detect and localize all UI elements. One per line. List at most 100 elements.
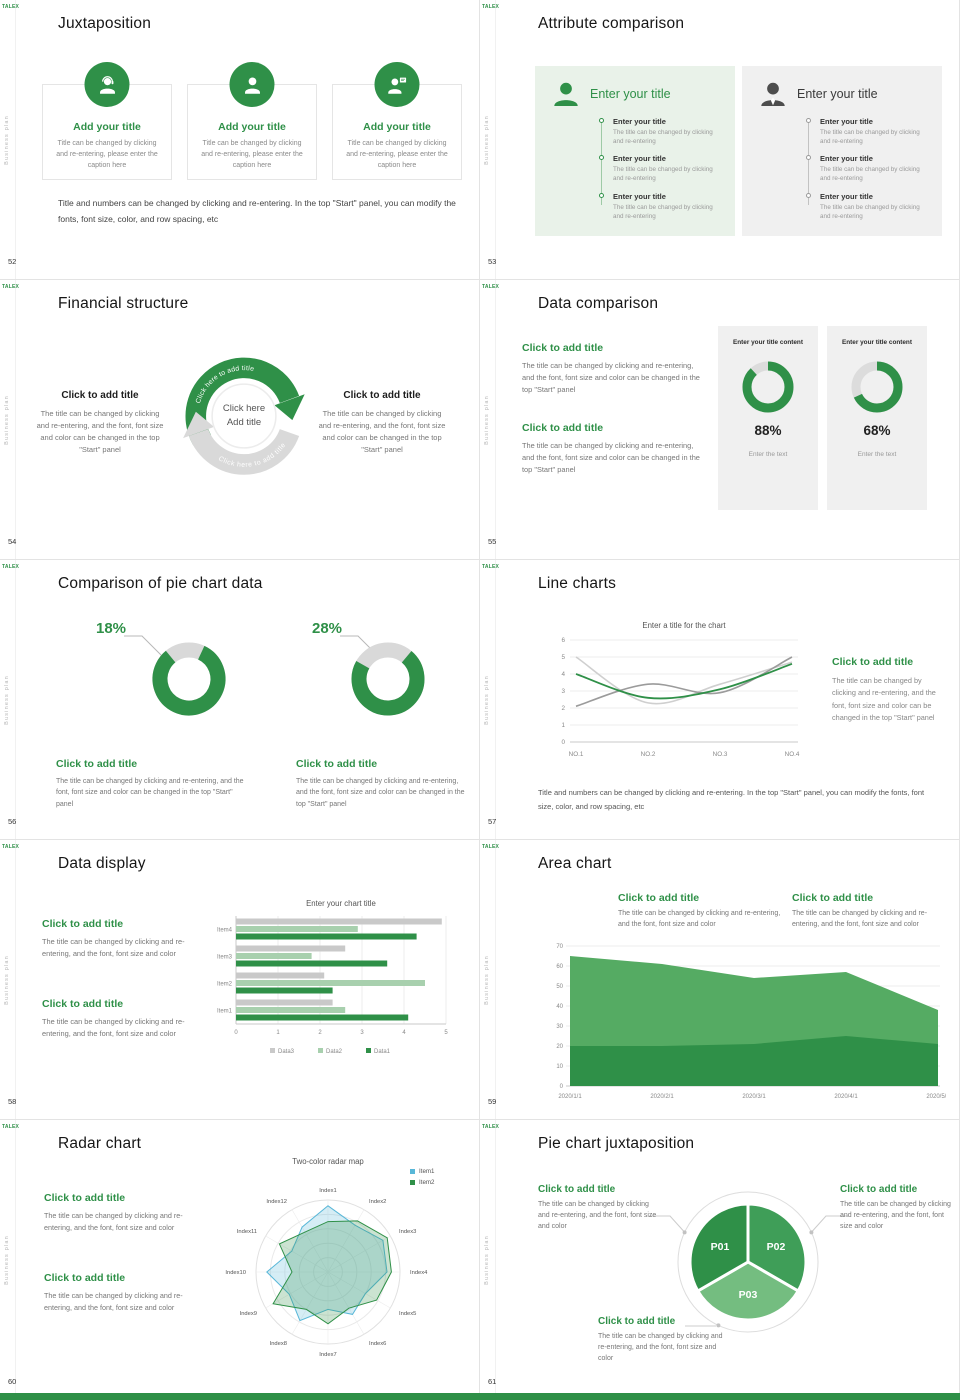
section-heading: Click to add title (42, 998, 124, 1010)
svg-text:Item2: Item2 (217, 982, 233, 988)
text-block-left: Click to add title The title can be chan… (36, 390, 164, 457)
section-heading: Click to add title (56, 758, 138, 770)
section-body: The title can be changed by clicking and… (42, 937, 185, 958)
bar-category-labels: Item1 Item2 Item3 Item4 (217, 928, 233, 1015)
page-number: 57 (488, 817, 497, 826)
svg-text:NO.3: NO.3 (713, 751, 728, 758)
slide-58[interactable]: TALEX Business plan Data display Click t… (0, 840, 480, 1120)
brand-logo: TALEX (2, 284, 20, 290)
slide-53[interactable]: TALEX Business plan Attribute comparison… (480, 0, 960, 280)
svg-text:Data1: Data1 (374, 1049, 391, 1055)
text-section: Click to add title The title can be chan… (44, 1272, 192, 1313)
svg-text:60: 60 (556, 964, 563, 970)
card-caption: Title can be changed by clicking and re-… (346, 140, 448, 170)
svg-text:2020/3/1: 2020/3/1 (742, 1094, 766, 1100)
svg-text:0: 0 (560, 1084, 564, 1090)
slide-55[interactable]: TALEX Business plan Data comparison Clic… (480, 280, 960, 560)
feature-card-row: Add your title Title can be changed by c… (42, 58, 462, 180)
radar-legend: Item1 Item2 (410, 1168, 434, 1190)
brand-logo: TALEX (482, 4, 500, 10)
cycle-center-label: Click here Add title (222, 403, 266, 429)
brand-logo: TALEX (2, 844, 20, 850)
brand-logo: TALEX (2, 4, 20, 10)
slide-title: Area chart (538, 855, 612, 872)
block-heading: Click to add title (61, 390, 139, 401)
radar-axis-labels: Index1 Index2 Index3 Index4 Index5 Index6 Inde… (225, 1188, 428, 1358)
timeline-item-body: The title can be changed by clicking and… (613, 166, 713, 183)
donut-percent-label: 28% (312, 620, 343, 637)
user-icon (229, 62, 275, 107)
page-number: 54 (8, 537, 17, 546)
block-body: The title can be changed by clicking and… (318, 409, 446, 455)
slide-59[interactable]: TALEX Business plan Area chart Click to … (480, 840, 960, 1120)
callout-section: Click to add title The title can be chan… (840, 1184, 952, 1233)
panel-heading: Enter your title (590, 87, 671, 101)
slide-footer-text: Title and numbers can be changed by clic… (538, 788, 925, 811)
timeline-item-title: Enter your title (613, 154, 666, 164)
svg-text:NO.2: NO.2 (641, 751, 656, 758)
text-section: Click to add title The title can be chan… (522, 422, 707, 476)
callout-dot-icon (682, 1230, 687, 1235)
slide-61[interactable]: TALEX Business plan Pie chart juxtaposit… (480, 1120, 960, 1400)
timeline-item-body: The title can be changed by clicking and… (820, 203, 920, 220)
svg-text:50: 50 (556, 984, 563, 990)
svg-text:Index10: Index10 (225, 1270, 246, 1276)
svg-text:1: 1 (561, 722, 565, 729)
area-chart: 0 10 20 30 40 50 60 70 2020/1/1 2020/2/1… (556, 944, 946, 1100)
svg-text:Index8: Index8 (270, 1341, 287, 1347)
slide-sidebar: TALEX Business plan (480, 560, 499, 839)
chart-title: Enter a title for the chart (642, 621, 726, 630)
timeline-dot-icon (806, 155, 811, 161)
section-heading: Click to add title (792, 892, 874, 904)
text-section: Click to add title The title can be chan… (792, 892, 944, 931)
timeline-dot-icon (599, 118, 604, 123)
line-series (575, 662, 793, 700)
section-heading: Click to add title (522, 342, 604, 354)
vertical-brand-text: Business plan (4, 674, 10, 725)
section-body: The title can be changed by clicking and… (42, 1017, 185, 1038)
slide-title: Financial structure (58, 295, 189, 312)
slide-54[interactable]: TALEX Business plan Financial structure … (0, 280, 480, 560)
page-number: 55 (488, 537, 497, 546)
feature-card: Add your title Title can be changed by c… (332, 62, 462, 180)
svg-text:Data3: Data3 (278, 1049, 295, 1055)
pie-slice-p03 (695, 1260, 801, 1322)
page-number: 61 (488, 1377, 497, 1386)
svg-text:Index3: Index3 (399, 1229, 416, 1235)
callout-line (812, 1215, 848, 1232)
timeline-dot-icon (599, 155, 604, 161)
section-heading: Click to add title (44, 1272, 126, 1284)
svg-text:10: 10 (556, 1064, 563, 1070)
donut-percent-label: 18% (96, 620, 127, 637)
svg-text:2020/1/1: 2020/1/1 (558, 1094, 582, 1100)
text-section: Click to add title The title can be chan… (522, 342, 707, 396)
vertical-brand-text: Business plan (4, 1234, 10, 1285)
support-agent-icon (84, 62, 130, 107)
callout-body: The title can be changed by clicking and… (598, 1333, 723, 1362)
section-heading: Click to add title (522, 422, 604, 434)
slide-sidebar: TALEX Business plan (480, 1120, 499, 1399)
card-caption: Title can be changed by clicking and re-… (56, 140, 158, 170)
donut-chart (742, 361, 794, 413)
timeline-item: Enter your title The title can be change… (599, 117, 735, 146)
slide-56[interactable]: TALEX Business plan Comparison of pie ch… (0, 560, 480, 840)
slide-57[interactable]: TALEX Business plan Line charts Enter a … (480, 560, 960, 840)
slide-title: Data display (58, 855, 146, 872)
presenter-icon (374, 62, 420, 107)
slide-sidebar: TALEX Business plan (0, 560, 19, 839)
svg-text:Item4: Item4 (217, 928, 233, 934)
stat-percent: 88% (754, 423, 782, 438)
svg-text:5: 5 (561, 654, 565, 661)
svg-text:30: 30 (556, 1024, 563, 1030)
svg-text:Item1: Item1 (217, 1009, 233, 1015)
text-section: Click to add title The title can be chan… (832, 656, 944, 725)
slide-sidebar: TALEX Business plan (0, 840, 20, 1119)
slide-52[interactable]: TALEX Business plan Juxtaposition Add yo… (0, 0, 480, 280)
svg-text:2020/5/1: 2020/5/1 (926, 1094, 946, 1100)
section-body: The title can be changed by clicking and… (522, 361, 700, 394)
slide-60[interactable]: TALEX Business plan Radar chart Click to… (0, 1120, 480, 1400)
sheet-footer-bar (0, 1393, 960, 1400)
timeline-item-title: Enter your title (820, 117, 873, 126)
svg-text:Index11: Index11 (237, 1229, 257, 1235)
svg-text:0: 0 (561, 739, 565, 746)
